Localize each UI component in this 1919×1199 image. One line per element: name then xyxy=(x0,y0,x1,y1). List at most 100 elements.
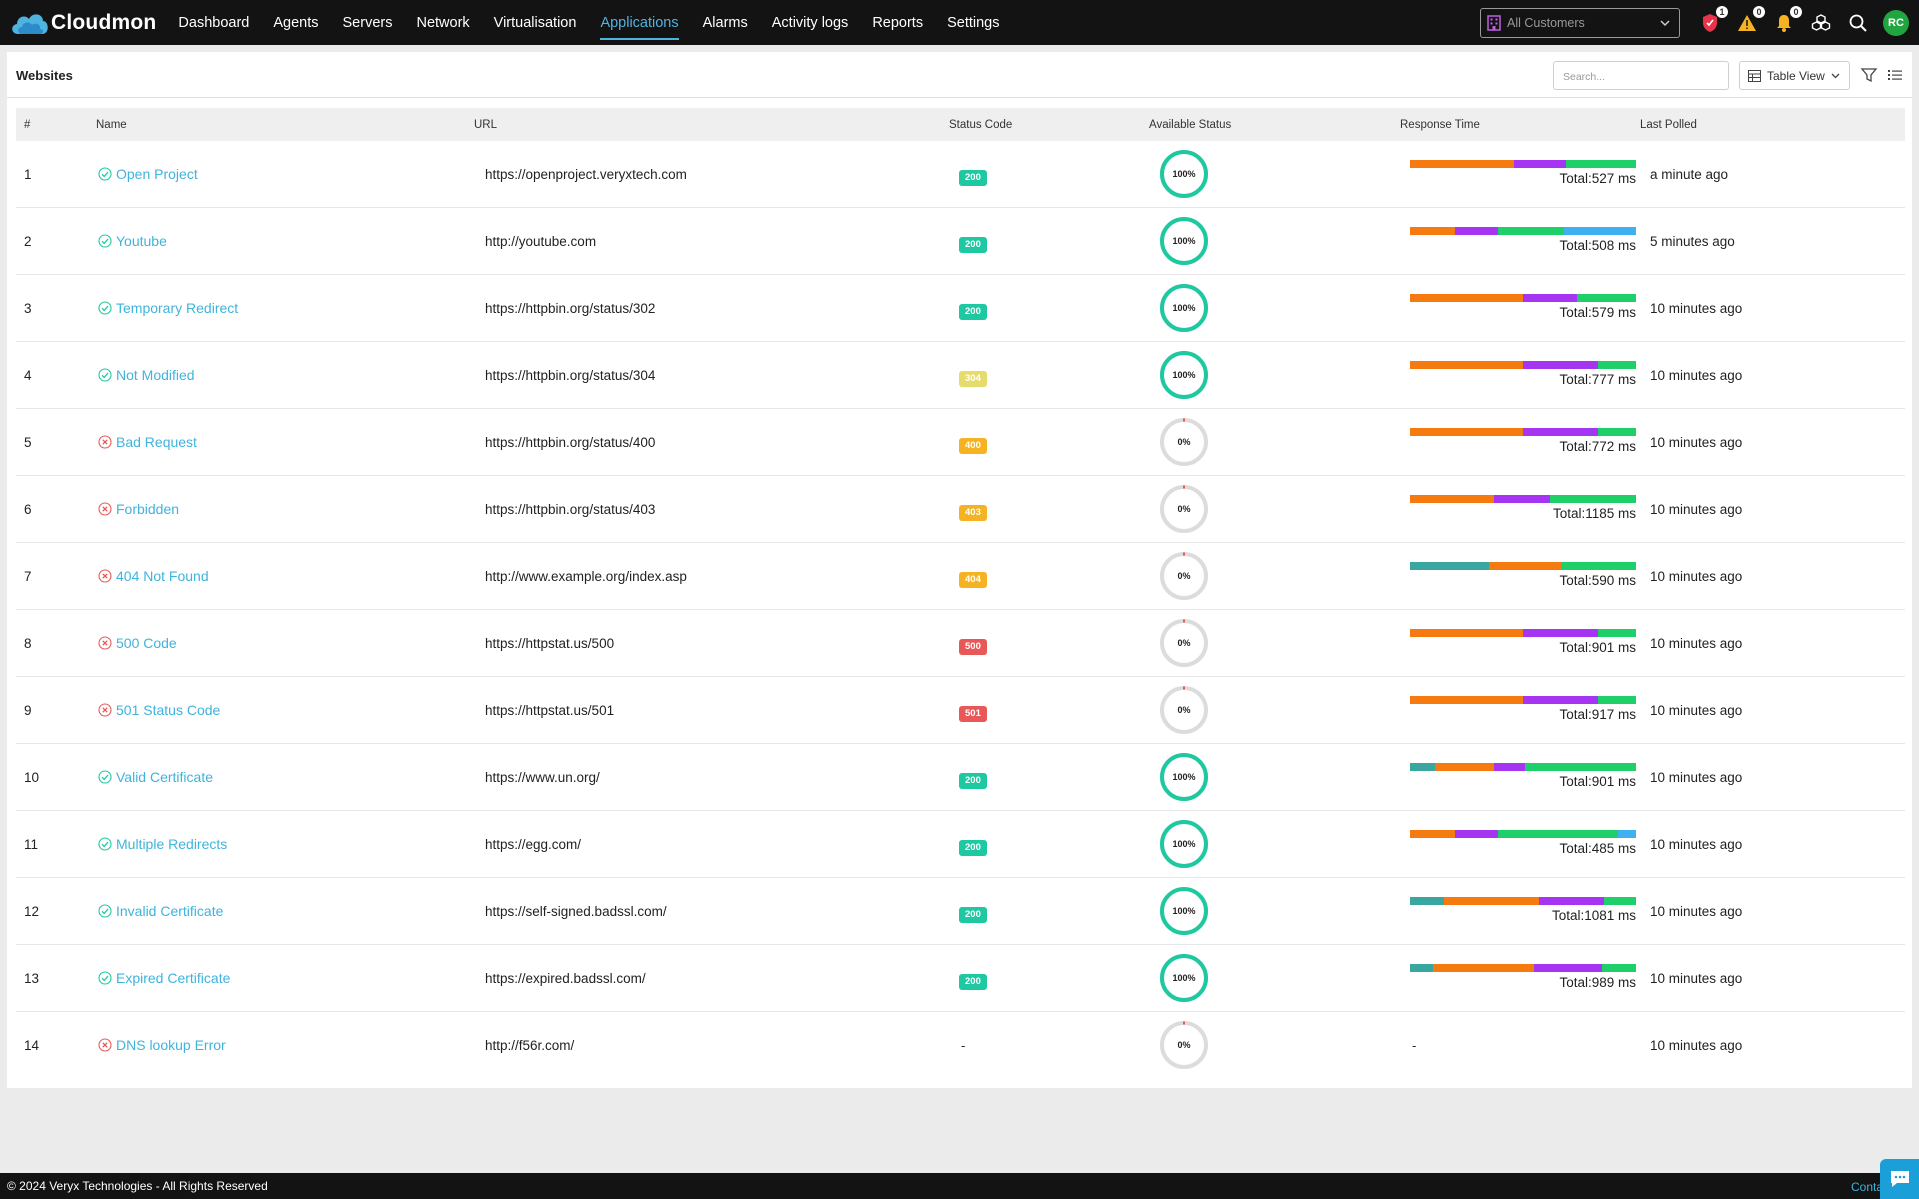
site-name-link[interactable]: Valid Certificate xyxy=(98,769,213,785)
site-name-link[interactable]: Open Project xyxy=(98,166,198,182)
table-row[interactable]: 1 Open Project https://openproject.veryxte… xyxy=(16,141,1905,208)
nav-alarms[interactable]: Alarms xyxy=(702,14,748,31)
nav-network[interactable]: Network xyxy=(416,14,470,31)
customer-select[interactable]: All Customers xyxy=(1480,7,1680,38)
response-time-segment xyxy=(1597,629,1636,637)
site-name: Open Project xyxy=(116,166,198,182)
x-circle-icon xyxy=(98,435,112,449)
nav-virtualisation[interactable]: Virtualisation xyxy=(493,14,577,31)
nav-dashboard[interactable]: Dashboard xyxy=(178,14,250,31)
table-row[interactable]: 12 Invalid Certificate https://self-signed… xyxy=(16,878,1905,945)
table-row[interactable]: 14 DNS lookup Error http://f56r.com/ - 0% - 10… xyxy=(16,1012,1905,1079)
col-header-response-time[interactable]: Response Time xyxy=(1400,119,1480,131)
status-code-badge: 200 xyxy=(959,840,987,856)
site-name-link[interactable]: Youtube xyxy=(98,233,167,249)
table-row[interactable]: 11 Multiple Redirects https://egg.com/200 1… xyxy=(16,811,1905,878)
view-mode-dropdown[interactable]: Table View xyxy=(1739,61,1850,90)
response-time-segment xyxy=(1523,361,1598,369)
nav-servers[interactable]: Servers xyxy=(342,14,393,31)
card-header: Websites Search... Table View xyxy=(7,52,1912,98)
security-alerts-button[interactable]: 1 xyxy=(1698,5,1728,35)
site-name: Temporary Redirect xyxy=(116,300,239,316)
response-time-segment xyxy=(1455,830,1499,838)
nav-reports[interactable]: Reports xyxy=(872,14,924,31)
response-total-label: Total: xyxy=(1559,238,1592,253)
response-time-bar xyxy=(1410,227,1636,235)
nav-applications[interactable]: Applications xyxy=(588,0,690,45)
x-circle-icon xyxy=(98,502,112,516)
main-nav: Dashboard Agents Servers Network Virtual… xyxy=(166,0,1011,45)
col-header-url[interactable]: URL xyxy=(474,119,498,131)
response-time-segment xyxy=(1565,160,1636,168)
availability-donut: 100% xyxy=(1160,820,1208,868)
table-row[interactable]: 5 Bad Request https://httpbin.org/status/4… xyxy=(16,409,1905,476)
site-name-link[interactable]: 501 Status Code xyxy=(98,702,220,718)
response-total-label: Total: xyxy=(1559,372,1592,387)
response-time-segment xyxy=(1410,160,1514,168)
response-time: Total:901 ms xyxy=(1410,763,1636,789)
site-name-link[interactable]: Multiple Redirects xyxy=(98,836,227,852)
search-input[interactable]: Search... xyxy=(1553,61,1729,90)
response-time: Total:590 ms xyxy=(1410,562,1636,588)
col-header-last-polled[interactable]: Last Polled xyxy=(1640,119,1697,131)
status-code-badge: 200 xyxy=(959,907,987,923)
row-index: 2 xyxy=(24,234,32,249)
col-header-name[interactable]: Name xyxy=(96,119,127,131)
table-row[interactable]: 10 Valid Certificate https://www.un.org/20… xyxy=(16,744,1905,811)
table-row[interactable]: 8 500 Code https://httpstat.us/500 500 0% Tot… xyxy=(16,610,1905,677)
app-logo[interactable]: Cloudmon xyxy=(8,0,156,45)
site-name-link[interactable]: DNS lookup Error xyxy=(98,1037,226,1053)
site-name-link[interactable]: Forbidden xyxy=(98,501,179,517)
nav-settings[interactable]: Settings xyxy=(947,14,1000,31)
nav-agents[interactable]: Agents xyxy=(273,14,319,31)
site-name-link[interactable]: 404 Not Found xyxy=(98,568,209,584)
table-row[interactable]: 2 Youtube http://youtube.com 200 100% Total:5… xyxy=(16,208,1905,275)
column-list-icon[interactable] xyxy=(1886,66,1904,84)
table-row[interactable]: 6 Forbidden https://httpbin.org/status/403… xyxy=(16,476,1905,543)
user-avatar[interactable]: RC xyxy=(1883,9,1909,36)
availability-donut: 0% xyxy=(1160,686,1208,734)
site-name-link[interactable]: Expired Certificate xyxy=(98,970,230,986)
site-name-link[interactable]: Bad Request xyxy=(98,434,197,450)
availability-value: 100% xyxy=(1172,303,1195,313)
table-row[interactable]: 9 501 Status Code https://httpstat.us/501 5… xyxy=(16,677,1905,744)
response-time-segment xyxy=(1410,562,1490,570)
site-name-link[interactable]: Temporary Redirect xyxy=(98,300,238,316)
site-name: 500 Code xyxy=(116,635,177,651)
site-name-link[interactable]: Invalid Certificate xyxy=(98,903,223,919)
table-row[interactable]: 4 Not Modified https://httpbin.org/status/… xyxy=(16,342,1905,409)
col-header-status-code[interactable]: Status Code xyxy=(949,119,1013,131)
site-name-link[interactable]: Not Modified xyxy=(98,367,195,383)
site-name-link[interactable]: 500 Code xyxy=(98,635,177,651)
nav-activity-logs[interactable]: Activity logs xyxy=(771,14,849,31)
table-row[interactable]: 7 404 Not Found http://www.example.org/ind… xyxy=(16,543,1905,610)
status-code-badge: 400 xyxy=(959,438,987,454)
availability-donut: 100% xyxy=(1160,150,1208,198)
warnings-button[interactable]: 0 xyxy=(1735,5,1765,35)
row-index: 7 xyxy=(24,569,32,584)
response-time-empty: - xyxy=(1412,1038,1417,1053)
table-row[interactable]: 13 Expired Certificate https://expired.bad… xyxy=(16,945,1905,1012)
response-time-bar xyxy=(1410,562,1636,570)
global-search-button[interactable] xyxy=(1846,11,1870,35)
x-circle-icon xyxy=(98,1038,112,1052)
filter-icon[interactable] xyxy=(1860,66,1878,84)
status-code-badge: 500 xyxy=(959,639,987,655)
response-time-segment xyxy=(1410,428,1523,436)
response-time-segment xyxy=(1534,964,1603,972)
response-total-value: 527 ms xyxy=(1591,171,1636,186)
response-time-segment xyxy=(1410,361,1523,369)
availability-status: 100% xyxy=(1159,149,1209,199)
warning-icon xyxy=(1738,14,1756,31)
response-time-segment xyxy=(1563,227,1636,235)
col-header-index[interactable]: # xyxy=(24,119,31,131)
chat-button[interactable] xyxy=(1880,1159,1919,1199)
availability-value: 0% xyxy=(1177,437,1190,447)
integrations-button[interactable] xyxy=(1809,11,1833,35)
col-header-available-status[interactable]: Available Status xyxy=(1149,119,1232,131)
response-time-segment xyxy=(1410,629,1523,637)
search-icon xyxy=(1849,14,1867,32)
table-row[interactable]: 3 Temporary Redirect https://httpbin.org/s… xyxy=(16,275,1905,342)
notifications-button[interactable]: 0 xyxy=(1772,5,1802,35)
response-total-label: Total: xyxy=(1559,975,1592,990)
